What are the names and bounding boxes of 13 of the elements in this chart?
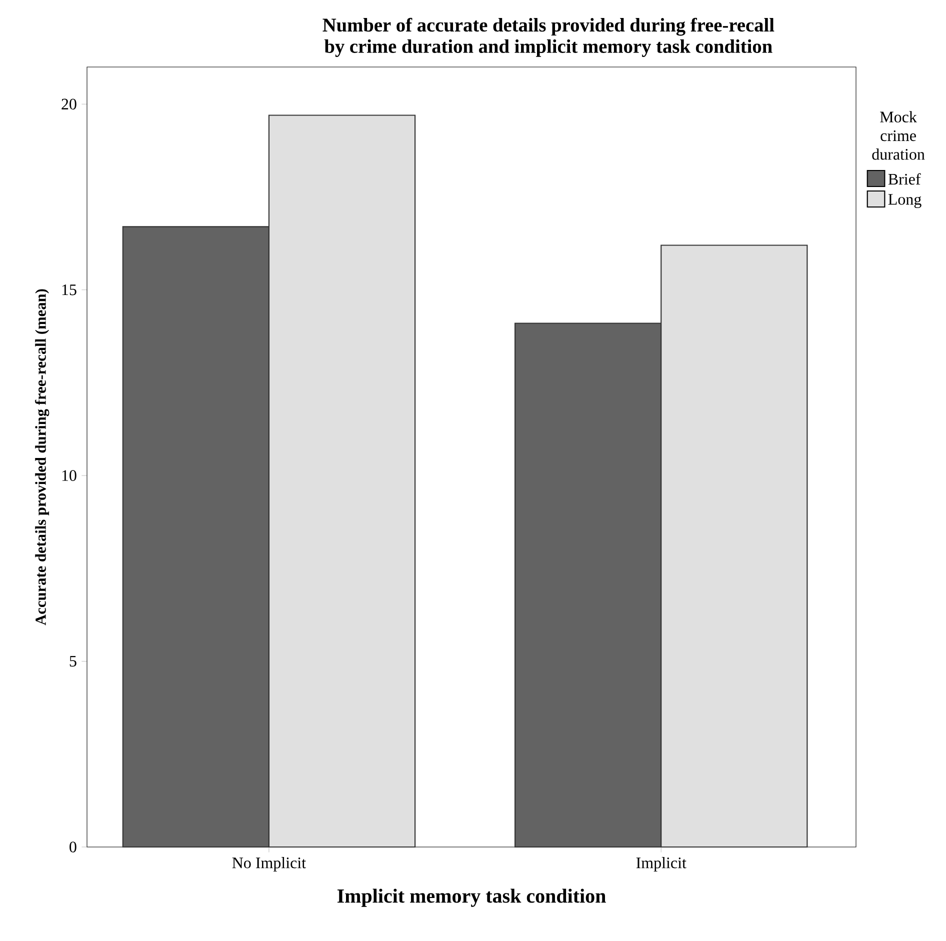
legend-title: Mock crime duration [872, 111, 925, 160]
y-tick-label: 5 [70, 656, 76, 667]
x-axis-title: Implicit memory task condition [337, 888, 606, 907]
y-axis-title: Accurate details provided during free-recall (mean) [34, 289, 50, 626]
x-tick-label: Implicit [636, 857, 686, 872]
legend-label: Brief [888, 173, 921, 185]
y-tick-label: 20 [62, 98, 76, 110]
y-tick-label: 0 [70, 842, 76, 852]
y-tick-label: 15 [62, 284, 76, 296]
chart-title: Number of accurate details provided during free-recall by crime duration and implicit memory task condition [322, 18, 774, 57]
legend-label: Long [888, 194, 922, 208]
y-tick-label: 10 [62, 470, 76, 481]
x-tick-label: No Implicit [232, 857, 306, 872]
